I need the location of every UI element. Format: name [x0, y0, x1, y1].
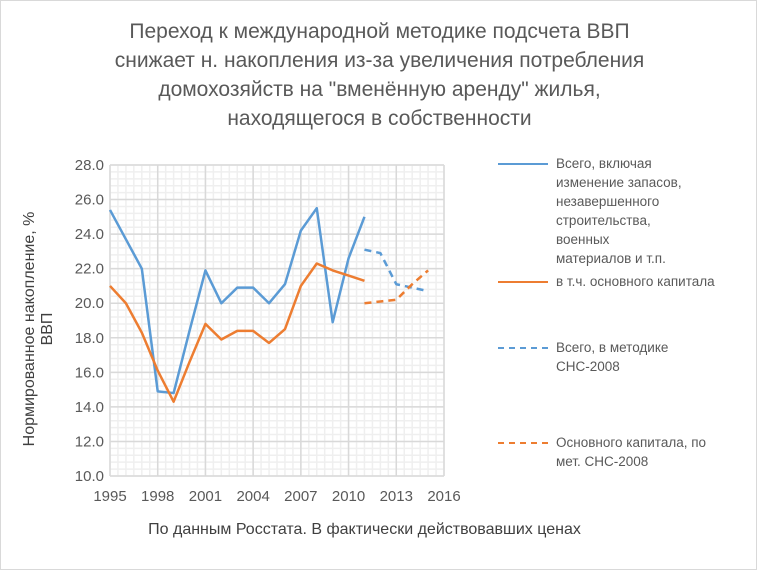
title-line: Переход к международной методике подсчет… [129, 20, 630, 43]
y-tick-label: 14.0 [75, 399, 104, 416]
x-tick-label: 2007 [284, 488, 317, 505]
y-tick-label: 24.0 [75, 226, 104, 243]
series-line [364, 248, 429, 293]
x-tick-label: 2016 [427, 488, 460, 505]
x-tick-label: 1995 [93, 488, 126, 505]
y-axis-label: Нормированное накопление, % ВВП [21, 211, 56, 447]
x-tick-label: 1998 [141, 488, 174, 505]
legend-label: Всего, в методике СНС-2008 [556, 340, 669, 374]
x-tick-label: 2010 [332, 488, 365, 505]
series-line [364, 269, 429, 305]
y-tick-label: 28.0 [75, 157, 104, 174]
x-axis-label-text: По данным Росстата. В фактически действо… [148, 521, 581, 538]
legend-label: Основного капитала, по мет. СНС-2008 [556, 435, 707, 469]
legend-swatch [498, 163, 548, 165]
title-line: находящегося в собственности [227, 107, 532, 130]
legend-swatch [498, 347, 548, 349]
series-line [108, 206, 366, 395]
legend-label: в т.ч. основного капитала [556, 274, 715, 289]
y-tick-label: 16.0 [75, 364, 104, 381]
x-tick-label: 2004 [236, 488, 269, 505]
y-tick-label: 26.0 [75, 192, 104, 209]
series-line [109, 262, 365, 403]
x-tick-label: 2013 [380, 488, 413, 505]
title-line: домохозяйств на "вменённую аренду" жилья… [158, 78, 601, 101]
title-line: снижает н. накопления из-за увеличения п… [114, 49, 645, 72]
legend-swatch [498, 442, 548, 444]
y-tick-label: 12.0 [75, 433, 104, 450]
y-tick-label: 10.0 [75, 468, 104, 485]
legend-swatch [498, 281, 548, 283]
x-axis-label: По данным Росстата. В фактически действо… [1, 521, 756, 539]
y-tick-label: 22.0 [75, 261, 104, 278]
y-tick-label: 20.0 [75, 295, 104, 312]
x-tick-label: 2001 [189, 488, 222, 505]
legend-label: Всего, включая изменение запасов, незаве… [556, 156, 682, 266]
y-tick-label: 18.0 [75, 330, 104, 347]
chart-title: Переход к международной методике подсчет… [1, 17, 756, 133]
